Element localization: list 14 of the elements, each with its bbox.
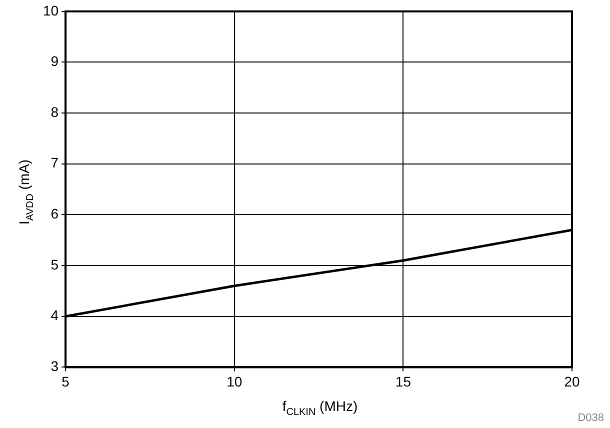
x-tick-label: 20 [564,373,580,390]
y-tick-label: 3 [50,358,59,374]
y-tick-label: 8 [50,104,59,120]
x-tick-label: 15 [395,373,412,390]
y-tick-label: 6 [50,206,59,222]
y-tick-label: 7 [50,154,59,171]
y-tick-label: 10 [42,2,59,18]
y-tick-label: 4 [50,307,59,324]
y-tick-label: 9 [50,53,59,70]
text: D038 [578,412,604,424]
x-axis-title: f$_{CLKIN}$ (MHz) [282,398,358,418]
y-tick-label: 5 [50,256,59,272]
x-tick-label: 5 [62,373,70,390]
x-tick-label: 10 [226,373,242,390]
